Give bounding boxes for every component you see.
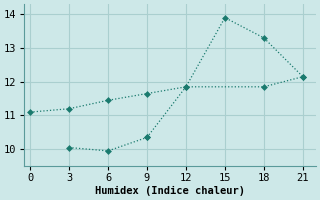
- X-axis label: Humidex (Indice chaleur): Humidex (Indice chaleur): [95, 186, 245, 196]
